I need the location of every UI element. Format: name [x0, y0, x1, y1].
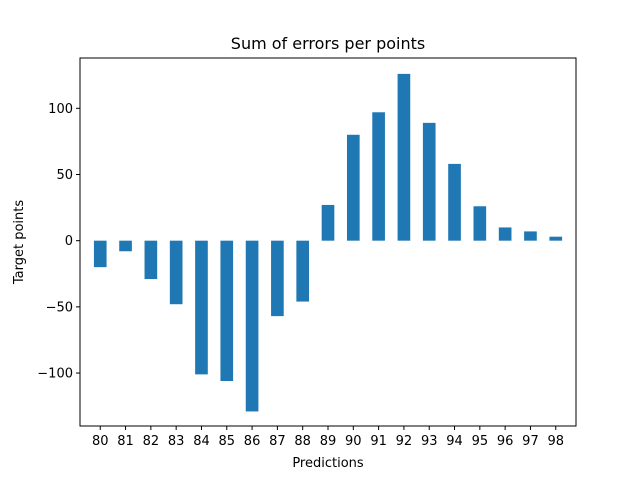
bar-89	[321, 204, 335, 241]
x-tick-label: 90	[345, 434, 362, 449]
y-tick-label: 50	[56, 168, 73, 183]
bar-93	[422, 122, 436, 241]
bar-80	[93, 240, 107, 268]
x-tick-label: 89	[320, 434, 337, 449]
x-tick-label: 86	[244, 434, 261, 449]
y-axis-label: Target points	[12, 200, 27, 286]
x-axis: 80 81 82 83 84 85 86 87 88 89 90 91 92 93 94 95 96 97 98	[92, 426, 564, 449]
bar-97	[524, 231, 537, 241]
bar-87	[271, 240, 284, 317]
bar-98	[549, 236, 563, 241]
x-tick-label: 80	[92, 434, 109, 449]
y-tick-label: 0	[65, 234, 73, 249]
x-tick-label: 97	[522, 434, 539, 449]
x-tick-label: 95	[472, 434, 489, 449]
x-tick-label: 85	[219, 434, 236, 449]
bar-92	[397, 73, 411, 241]
x-axis-label: Predictions	[292, 456, 364, 471]
bar-86	[245, 240, 259, 412]
bar-81	[119, 240, 132, 252]
x-tick-label: 94	[446, 434, 463, 449]
bar-88	[296, 240, 310, 302]
y-tick-label: −50	[46, 300, 73, 315]
x-tick-label: 84	[193, 434, 210, 449]
x-tick-label: 92	[396, 434, 413, 449]
x-tick-label: 98	[547, 434, 564, 449]
chart-title: Sum of errors per points	[231, 34, 425, 53]
bar-85	[220, 240, 234, 381]
x-tick-label: 96	[497, 434, 514, 449]
bar-90	[346, 134, 360, 241]
bar-94	[448, 163, 461, 241]
bar-95	[473, 206, 487, 241]
x-tick-label: 91	[370, 434, 387, 449]
y-tick-label: −100	[37, 367, 73, 382]
bar-91	[372, 112, 385, 241]
bar-83	[169, 240, 183, 305]
bars-group	[93, 73, 563, 412]
x-tick-label: 83	[168, 434, 185, 449]
x-tick-label: 87	[269, 434, 286, 449]
x-tick-label: 81	[117, 434, 134, 449]
y-tick-label: 100	[48, 102, 73, 117]
x-tick-label: 88	[294, 434, 311, 449]
x-tick-label: 93	[421, 434, 438, 449]
bar-84	[195, 240, 208, 375]
bar-96	[498, 227, 512, 241]
bar-82	[144, 240, 158, 280]
x-tick-label: 82	[143, 434, 160, 449]
y-axis: −100 −50 0 50 100	[37, 102, 80, 382]
